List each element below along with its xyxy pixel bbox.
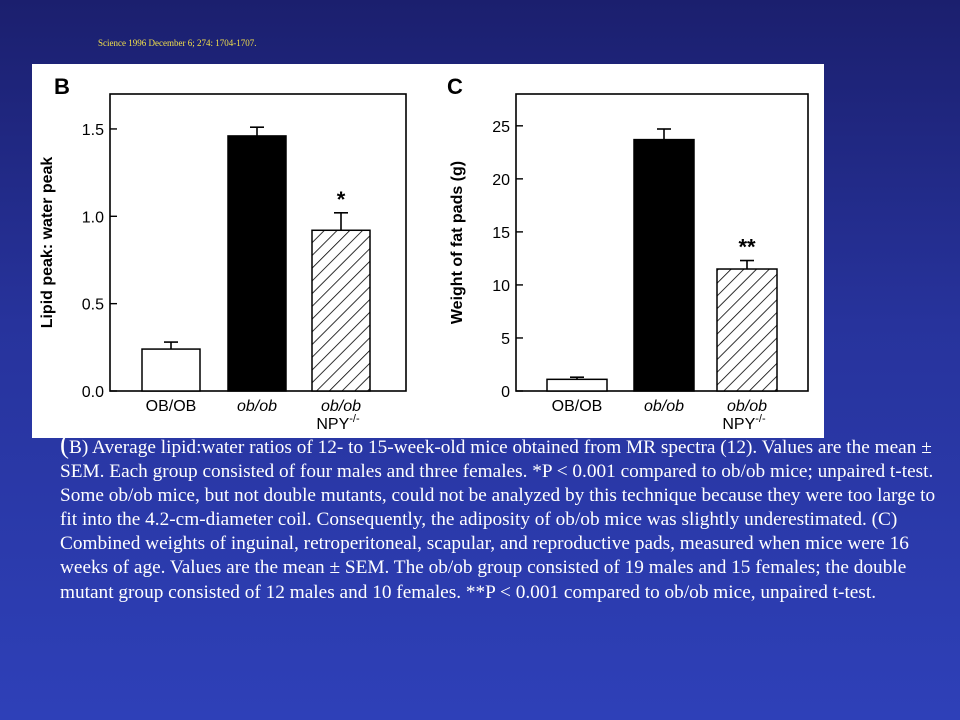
- bar-c-1: [633, 138, 695, 392]
- caption-text: B) Average lipid:water ratios of 12- to …: [60, 437, 936, 603]
- ytick-label-c-2: 10: [492, 278, 510, 295]
- ytick-label-b-2: 1.0: [82, 209, 104, 226]
- bar-b-0: [141, 348, 201, 392]
- significance-c-2: **: [738, 235, 756, 260]
- category-label-c-0: OB/OB: [552, 398, 603, 415]
- panel-label-c: C: [447, 74, 463, 99]
- figure-panel: B 0.0 0.5 1.0 1.5 Lipid peak: water peak OB/OB…: [32, 64, 824, 438]
- ylabel-c: Weight of fat pads (g): [449, 161, 466, 324]
- caption-open-paren: (: [60, 429, 69, 459]
- bar-b-1: [227, 135, 287, 392]
- panel-label-b: B: [54, 74, 70, 99]
- figure-caption: (B) Average lipid:water ratios of 12- to…: [60, 429, 956, 605]
- citation: Science 1996 December 6; 274: 1704-1707.: [98, 38, 257, 48]
- category-sublabel-b-2: NPY-/-: [316, 413, 360, 433]
- bar-c-2: [716, 268, 778, 392]
- ytick-label-b-1: 0.5: [82, 297, 104, 314]
- ytick-label-c-0: 0: [501, 384, 510, 401]
- ytick-label-c-5: 25: [492, 119, 510, 136]
- category-label-c-1: ob/ob: [644, 398, 684, 415]
- bar-b-2: [311, 229, 371, 392]
- category-sublabel-c-2: NPY-/-: [722, 413, 766, 433]
- ytick-label-b-3: 1.5: [82, 122, 104, 139]
- ytick-label-c-1: 5: [501, 331, 510, 348]
- ytick-label-b-0: 0.0: [82, 384, 104, 401]
- category-label-b-2: ob/ob: [321, 398, 361, 415]
- figure-chart-svg: B 0.0 0.5 1.0 1.5 Lipid peak: water peak OB/OB…: [39, 74, 809, 433]
- ytick-label-c-3: 15: [492, 225, 510, 242]
- significance-b-2: *: [337, 187, 346, 212]
- category-label-b-0: OB/OB: [146, 398, 197, 415]
- bar-c-0: [546, 378, 608, 392]
- category-label-c-2: ob/ob: [727, 398, 767, 415]
- ylabel-b: Lipid peak: water peak: [39, 157, 56, 329]
- ytick-label-c-4: 20: [492, 172, 510, 189]
- category-label-b-1: ob/ob: [237, 398, 277, 415]
